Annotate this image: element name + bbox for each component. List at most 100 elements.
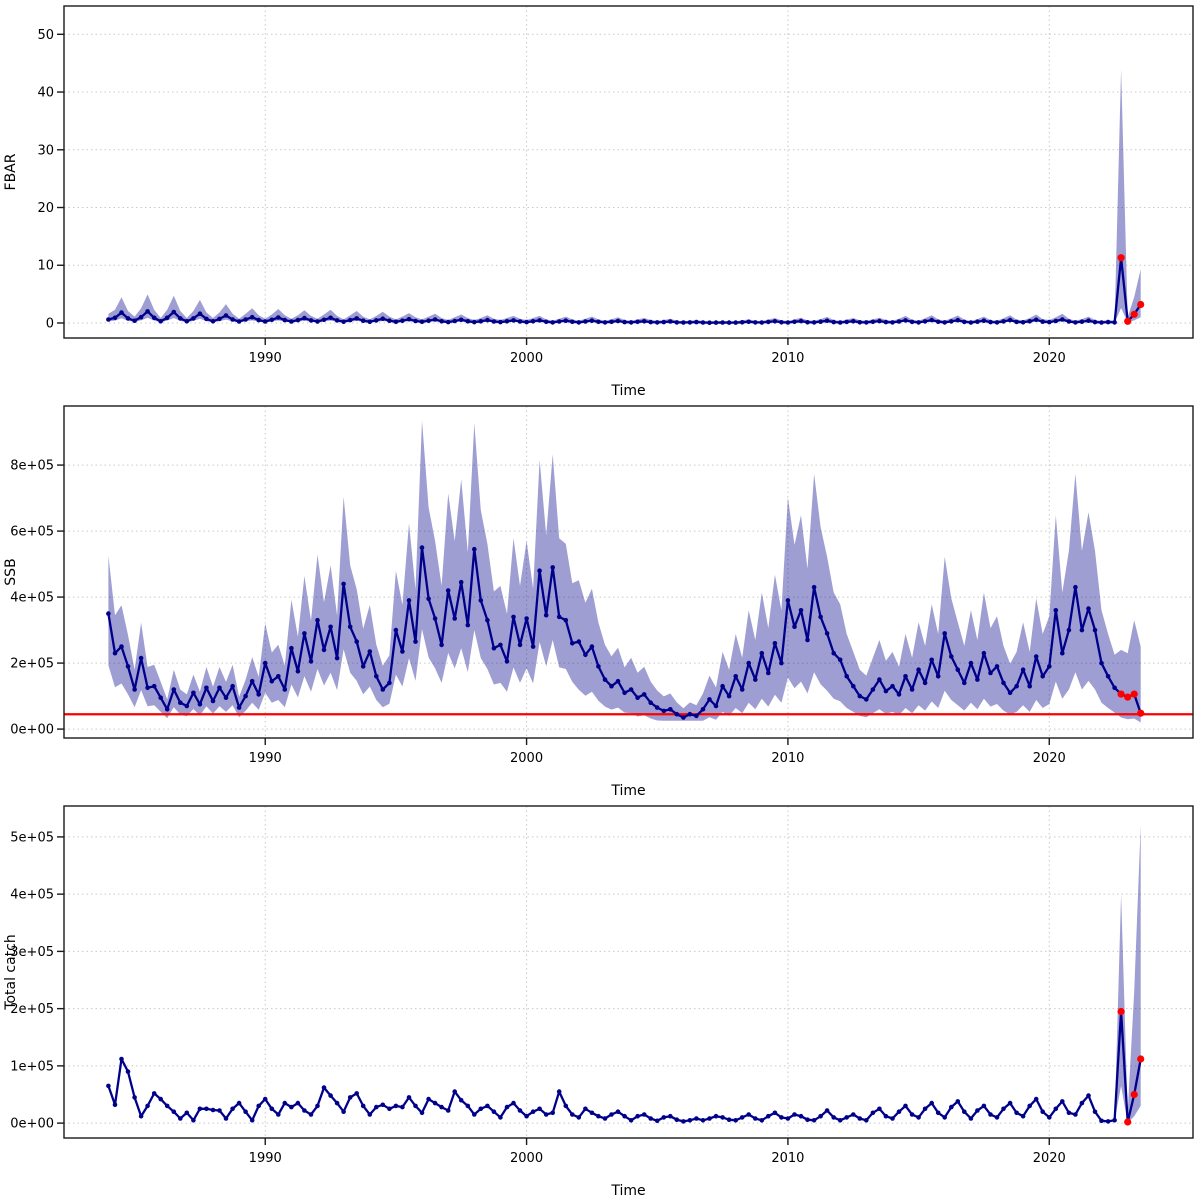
data-point	[517, 319, 523, 324]
data-point	[766, 1113, 771, 1119]
data-point	[426, 596, 431, 601]
data-point	[583, 652, 588, 658]
data-point	[661, 1115, 667, 1120]
data-point	[184, 1110, 190, 1116]
data-point	[472, 1112, 477, 1117]
data-point	[321, 317, 327, 323]
data-point	[1105, 319, 1111, 325]
data-point	[419, 1110, 425, 1116]
data-point	[896, 1109, 902, 1114]
data-point	[589, 318, 595, 324]
data-point	[530, 644, 536, 649]
data-point	[785, 320, 791, 325]
forecast-point	[1117, 690, 1125, 698]
data-point	[439, 319, 444, 324]
data-point	[994, 664, 1000, 669]
data-point	[589, 1110, 595, 1116]
data-point	[1079, 319, 1085, 325]
data-point	[537, 1106, 542, 1112]
data-point	[106, 317, 111, 322]
data-point	[1001, 1106, 1006, 1112]
data-point	[315, 617, 320, 623]
data-point	[204, 1106, 209, 1112]
data-point	[792, 1112, 797, 1117]
data-point	[1040, 319, 1045, 325]
data-point	[458, 579, 464, 585]
data-point	[707, 697, 712, 702]
data-point	[524, 1113, 529, 1119]
data-point	[877, 318, 882, 324]
y-axis: 0e+00 1e+05 2e+05 3e+05 4e+05 5e+05	[10, 830, 64, 1132]
data-point	[805, 1117, 810, 1122]
data-point	[981, 318, 987, 324]
y-tick-label: 8e+05	[10, 459, 54, 474]
data-point	[713, 1113, 719, 1119]
data-point	[1014, 319, 1019, 325]
data-point	[125, 1069, 131, 1074]
data-point	[197, 1106, 203, 1112]
data-point	[243, 693, 248, 699]
data-point	[583, 319, 588, 324]
data-point	[753, 677, 758, 682]
data-point	[236, 705, 242, 710]
data-point	[184, 319, 190, 324]
data-point	[818, 1113, 823, 1119]
y-tick-label: 5e+05	[10, 830, 54, 845]
data-point	[654, 1118, 660, 1124]
data-point	[132, 1095, 137, 1100]
data-point	[432, 616, 438, 621]
data-point	[981, 1103, 987, 1109]
data-point	[387, 318, 392, 324]
data-point	[1033, 317, 1039, 323]
data-point	[824, 318, 830, 324]
data-point	[746, 660, 751, 666]
x-axis-title: Time	[610, 1183, 645, 1199]
data-point	[687, 320, 693, 325]
data-point	[1053, 318, 1059, 324]
data-point	[654, 320, 660, 325]
data-point	[1053, 608, 1059, 613]
data-point	[837, 657, 843, 663]
x-axis-title: Time	[610, 383, 645, 399]
data-point	[896, 692, 902, 697]
data-point	[922, 1106, 928, 1112]
y-tick-label: 2e+05	[10, 657, 54, 672]
data-point	[178, 700, 183, 705]
forecast-points	[1117, 254, 1145, 325]
data-point	[132, 687, 137, 692]
data-point	[217, 685, 222, 691]
data-point	[413, 318, 418, 324]
data-point	[694, 1116, 699, 1121]
data-point	[556, 1089, 562, 1094]
data-point	[151, 315, 157, 321]
data-point	[295, 317, 301, 323]
total-catch-panel: 0e+00 1e+05 2e+05 3e+05 4e+05 5e+05 1990 2000 20…	[0, 800, 1200, 1200]
data-point	[864, 1118, 869, 1123]
data-point	[988, 1112, 993, 1117]
data-point	[694, 319, 699, 325]
data-point	[380, 687, 386, 692]
data-point	[726, 693, 732, 699]
data-point	[387, 680, 392, 686]
data-point	[798, 1113, 804, 1119]
data-point	[295, 669, 301, 674]
data-point	[282, 1100, 288, 1106]
data-points	[106, 1056, 1117, 1124]
data-point	[962, 680, 967, 686]
data-point	[857, 1116, 863, 1121]
data-point	[609, 319, 614, 325]
data-point	[792, 624, 797, 630]
data-point	[779, 320, 784, 325]
data-point	[517, 1108, 523, 1113]
data-point	[256, 317, 262, 323]
data-point	[739, 320, 745, 325]
data-point	[668, 319, 673, 324]
data-point	[119, 1056, 124, 1062]
data-point	[668, 707, 673, 712]
data-point	[955, 1099, 961, 1104]
x-tick-label: 2000	[510, 1151, 543, 1166]
data-point	[890, 1116, 895, 1121]
forecast-point	[1137, 1055, 1145, 1063]
data-point	[347, 624, 353, 630]
